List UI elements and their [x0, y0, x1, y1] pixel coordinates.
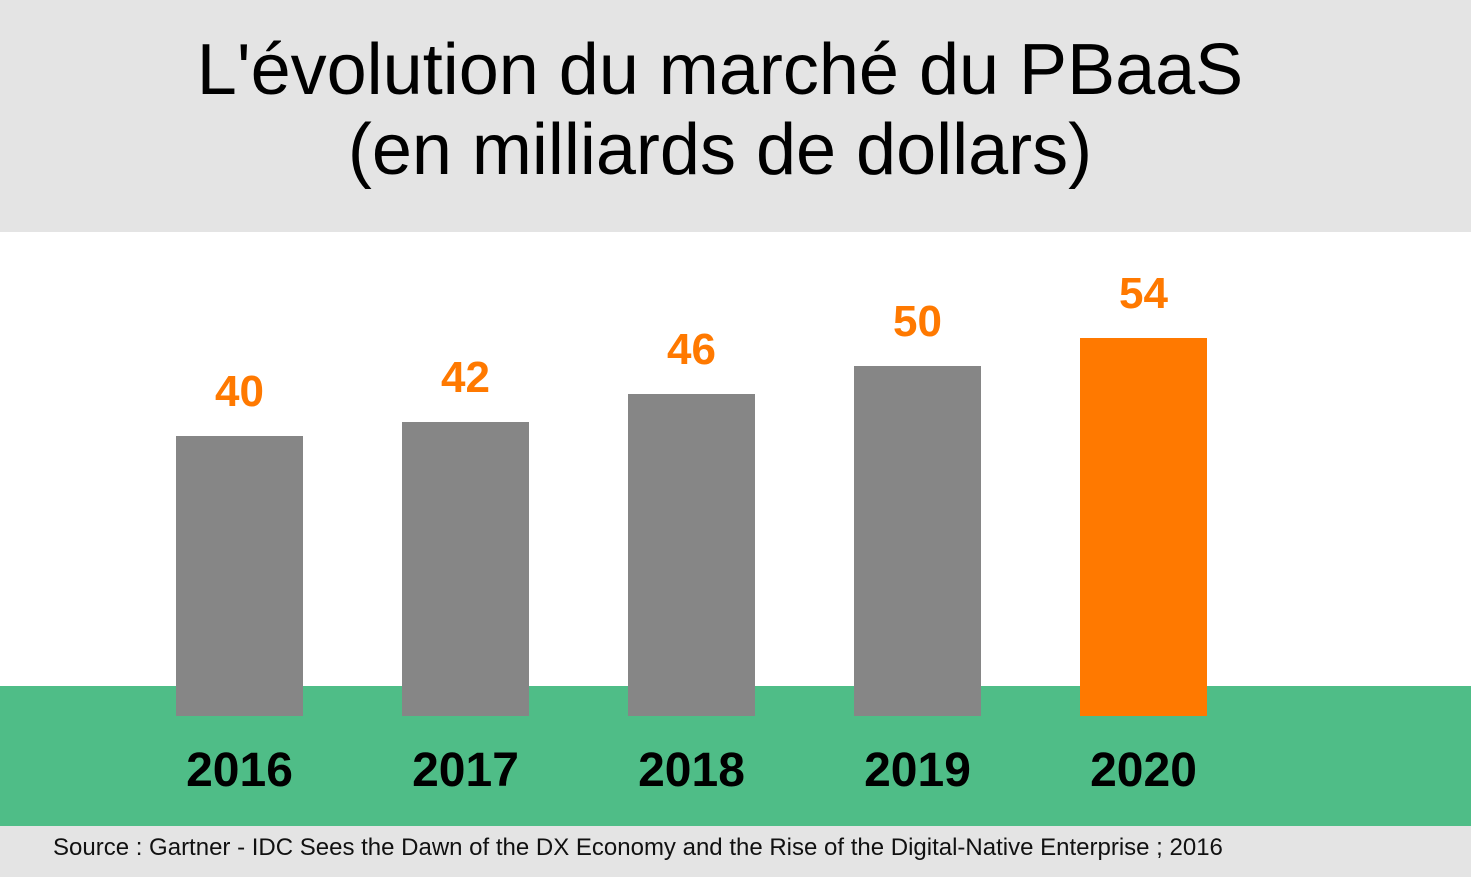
category-label-2018: 2018 [638, 744, 745, 797]
source-note: Source : Gartner - IDC Sees the Dawn of … [53, 834, 1223, 861]
value-label-2019: 50 [893, 297, 942, 346]
chart-title: L'évolution du marché du PBaaS [196, 30, 1244, 110]
category-label-2019: 2019 [864, 744, 971, 797]
bar-2017 [402, 422, 529, 716]
value-label-2016: 40 [215, 367, 264, 416]
category-label-2016: 2016 [186, 744, 293, 797]
bar-2016 [176, 436, 303, 716]
value-label-2020: 54 [1119, 269, 1168, 318]
chart-subtitle: (en milliards de dollars) [347, 110, 1093, 190]
bar-2019 [854, 366, 981, 716]
header: L'évolution du marché du PBaaS (en milli… [0, 0, 1471, 232]
bar-2020 [1080, 338, 1207, 716]
category-label-2020: 2020 [1090, 744, 1197, 797]
bar-chart: 40 2016 42 2017 46 2018 50 2019 54 2020 [176, 269, 1207, 797]
bar-2018 [628, 394, 755, 716]
category-label-2017: 2017 [412, 744, 519, 797]
footer [0, 826, 1471, 877]
value-label-2018: 46 [667, 325, 716, 374]
value-label-2017: 42 [441, 353, 490, 402]
